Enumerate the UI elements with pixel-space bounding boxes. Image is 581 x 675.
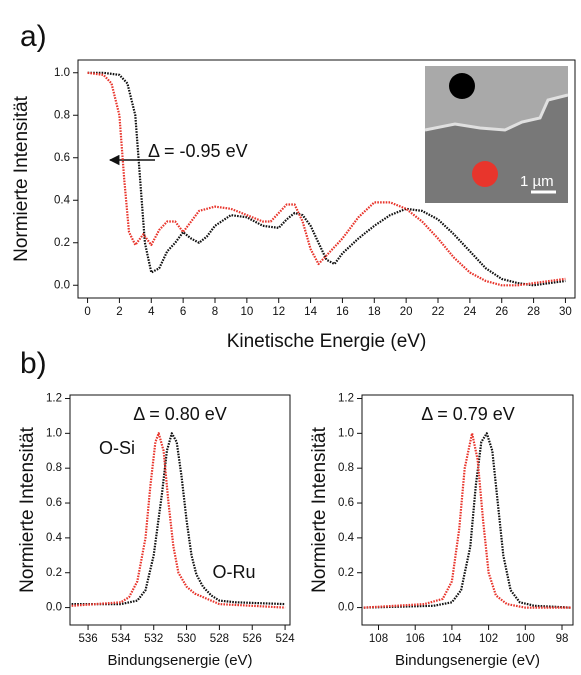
y-tick-label: 0.2 bbox=[338, 567, 354, 579]
x-tick-label: 10 bbox=[240, 306, 253, 318]
x-tick-label: 536 bbox=[78, 633, 97, 645]
y-tick-label: 0.2 bbox=[54, 237, 70, 249]
x-axis-label: Bindungsenergie (eV) bbox=[107, 652, 252, 669]
x-tick-label: 100 bbox=[516, 633, 535, 645]
x-tick-label: 30 bbox=[559, 306, 572, 318]
annotation: O-Si bbox=[99, 438, 135, 458]
x-tick-label: 102 bbox=[479, 633, 498, 645]
x-tick-label: 18 bbox=[368, 306, 381, 318]
series-line bbox=[87, 71, 566, 287]
x-tick-label: 16 bbox=[336, 306, 349, 318]
y-tick-label: 1.0 bbox=[54, 67, 70, 79]
panel-label: b) bbox=[20, 347, 47, 380]
x-tick-label: 0 bbox=[84, 306, 90, 318]
x-tick-label: 28 bbox=[527, 306, 540, 318]
y-tick-label: 0.0 bbox=[54, 279, 70, 291]
x-tick-label: 104 bbox=[442, 633, 462, 645]
y-tick-label: 0.4 bbox=[46, 532, 63, 544]
x-tick-label: 530 bbox=[177, 633, 196, 645]
x-tick-label: 106 bbox=[406, 633, 425, 645]
series-line bbox=[71, 432, 286, 609]
x-tick-label: 22 bbox=[432, 306, 445, 318]
annotation: Δ = 0.79 eV bbox=[421, 404, 515, 424]
y-tick-label: 0.6 bbox=[54, 152, 70, 164]
annotation: 1 µm bbox=[520, 173, 554, 190]
x-axis-label: Kinetische Energie (eV) bbox=[227, 331, 427, 352]
plot-frame bbox=[361, 394, 574, 626]
series-line bbox=[363, 432, 572, 609]
series-line bbox=[71, 432, 286, 606]
y-tick-label: 0.6 bbox=[46, 497, 62, 509]
x-tick-label: 2 bbox=[116, 306, 122, 318]
y-axis-label: Normierte Intensität bbox=[17, 426, 38, 593]
series-line bbox=[87, 71, 566, 287]
x-tick-label: 528 bbox=[210, 633, 229, 645]
panel-label: a) bbox=[20, 20, 47, 53]
x-tick-label: 98 bbox=[556, 633, 569, 645]
series-line bbox=[363, 432, 572, 609]
x-axis-label: Bindungsenergie (eV) bbox=[395, 652, 540, 669]
y-tick-label: 0.4 bbox=[54, 194, 71, 206]
y-tick-label: 0.6 bbox=[338, 497, 354, 509]
x-tick-label: 26 bbox=[495, 306, 508, 318]
plot-frame bbox=[69, 394, 291, 626]
y-tick-label: 0.0 bbox=[338, 602, 354, 614]
y-tick-label: 1.0 bbox=[338, 427, 354, 439]
x-tick-label: 14 bbox=[304, 306, 317, 318]
x-tick-label: 8 bbox=[212, 306, 218, 318]
y-axis-label: Normierte Intensität bbox=[309, 426, 330, 593]
y-tick-label: 0.8 bbox=[54, 109, 70, 121]
x-tick-label: 534 bbox=[111, 633, 131, 645]
x-tick-label: 6 bbox=[180, 306, 186, 318]
annotation: Δ = -0.95 eV bbox=[148, 141, 248, 161]
x-tick-label: 532 bbox=[144, 633, 163, 645]
x-tick-label: 24 bbox=[463, 306, 476, 318]
x-tick-label: 526 bbox=[243, 633, 262, 645]
y-tick-label: 1.0 bbox=[46, 427, 62, 439]
x-tick-label: 4 bbox=[148, 306, 155, 318]
annotation: Δ = 0.80 eV bbox=[133, 404, 227, 424]
x-tick-label: 20 bbox=[400, 306, 413, 318]
x-tick-label: 108 bbox=[369, 633, 388, 645]
y-tick-label: 0.2 bbox=[46, 567, 62, 579]
y-axis-label: Normierte Intensität bbox=[11, 95, 32, 262]
x-tick-label: 12 bbox=[272, 306, 285, 318]
y-tick-label: 1.2 bbox=[338, 393, 354, 405]
y-tick-label: 0.0 bbox=[46, 602, 62, 614]
plot-frame bbox=[77, 59, 576, 299]
y-tick-label: 1.2 bbox=[46, 393, 62, 405]
x-tick-label: 524 bbox=[275, 633, 295, 645]
y-tick-label: 0.8 bbox=[46, 462, 62, 474]
y-tick-label: 0.8 bbox=[338, 462, 354, 474]
inset-image bbox=[424, 66, 569, 203]
annotation: O-Ru bbox=[212, 562, 255, 582]
y-tick-label: 0.4 bbox=[338, 532, 355, 544]
